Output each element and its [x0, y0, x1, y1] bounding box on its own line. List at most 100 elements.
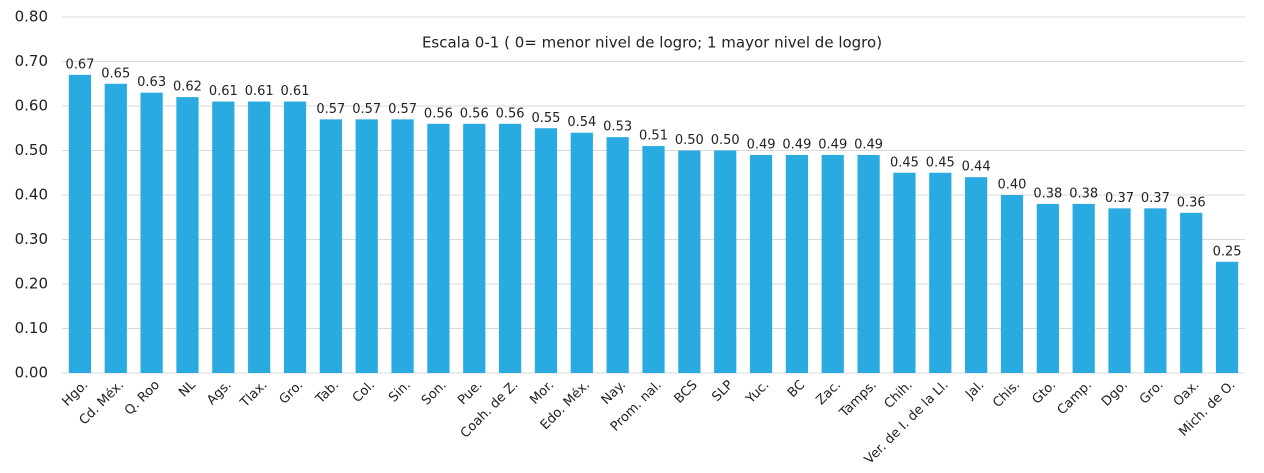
x-tick-label: Col.: [350, 378, 378, 406]
bar: [212, 101, 235, 374]
x-tick-label: NL: [176, 377, 199, 400]
y-tick-label: 0.10: [15, 319, 48, 337]
value-label: 0.61: [245, 84, 274, 99]
x-tick-label: Nay.: [599, 378, 629, 408]
bar: [1072, 203, 1095, 373]
y-tick-label: 0.50: [15, 141, 48, 159]
x-tick-label: Camp.: [1055, 378, 1095, 418]
y-tick-label: 0.00: [15, 364, 48, 382]
value-label: 0.25: [1213, 244, 1242, 259]
value-label: 0.56: [424, 106, 453, 121]
bar: [1036, 203, 1059, 373]
x-tick-label: Chis.: [990, 378, 1023, 411]
bar: [857, 154, 880, 373]
bar: [714, 150, 737, 373]
value-label: 0.54: [567, 115, 596, 130]
y-tick-label: 0.40: [15, 186, 48, 204]
value-label: 0.57: [352, 102, 381, 117]
x-tick-label: Jal.: [962, 378, 987, 403]
value-label: 0.61: [209, 84, 238, 99]
bar: [785, 154, 809, 373]
x-tick-label: Mor.: [527, 378, 557, 408]
x-tick-label: Tamps.: [836, 378, 880, 422]
y-tick-label: 0.20: [15, 275, 48, 293]
x-tick-label: Oax.: [1171, 378, 1203, 410]
bar: [427, 123, 450, 373]
x-tick-label: BCS: [672, 378, 701, 407]
bar: [68, 74, 92, 373]
bar: [1108, 208, 1131, 373]
value-label: 0.50: [675, 133, 704, 148]
bar: [893, 172, 916, 373]
bar: [1180, 212, 1203, 373]
bar: [570, 132, 593, 373]
bar: [642, 146, 665, 373]
bar: [104, 83, 127, 373]
x-tick-label: Gto.: [1029, 378, 1059, 408]
x-tick-label: Tlax.: [237, 378, 270, 411]
bar: [606, 137, 629, 373]
x-tick-label: SLP: [709, 378, 736, 405]
bar: [248, 101, 271, 374]
y-tick-label: 0.70: [15, 52, 48, 70]
y-tick-label: 0.30: [15, 230, 48, 248]
value-label: 0.37: [1105, 191, 1134, 206]
x-tick-label: Q. Roo: [122, 378, 163, 419]
value-label: 0.49: [818, 137, 847, 152]
value-label: 0.53: [603, 120, 632, 135]
y-tick-label: 0.80: [15, 8, 48, 26]
x-tick-label: Zac.: [814, 378, 845, 409]
x-tick-label: BC: [785, 378, 808, 401]
bar: [965, 177, 988, 373]
bar: [929, 172, 952, 373]
bar: [140, 92, 163, 374]
x-tick-label: Tab.: [312, 378, 342, 408]
value-label: 0.49: [782, 137, 811, 152]
y-tick-label: 0.60: [15, 97, 48, 115]
value-label: 0.62: [173, 80, 202, 95]
value-label: 0.57: [388, 102, 417, 117]
bar: [1215, 261, 1239, 373]
value-label: 0.44: [962, 160, 991, 175]
bar: [1144, 208, 1167, 373]
value-label: 0.67: [65, 57, 94, 72]
value-label: 0.36: [1177, 195, 1206, 210]
x-tick-label: Gro.: [277, 378, 307, 408]
x-tick-label: Hgo.: [59, 378, 91, 410]
value-label: 0.56: [460, 106, 489, 121]
x-tick-label: Dgo.: [1099, 378, 1131, 410]
x-tick-label: Pue.: [455, 378, 485, 408]
bar: [355, 119, 378, 373]
bar: [319, 119, 342, 373]
value-label: 0.45: [926, 155, 955, 170]
value-label: 0.63: [137, 75, 166, 90]
value-label: 0.55: [531, 111, 560, 126]
bar: [1000, 195, 1024, 373]
bar: [498, 123, 522, 373]
annotation: Escala 0-1 ( 0= menor nivel de logro; 1 …: [422, 34, 882, 52]
value-label: 0.37: [1141, 191, 1170, 206]
value-label: 0.49: [854, 137, 883, 152]
value-label: 0.38: [1069, 186, 1098, 201]
value-label: 0.57: [316, 102, 345, 117]
value-label: 0.56: [496, 106, 525, 121]
value-label: 0.45: [890, 155, 919, 170]
value-label: 0.49: [747, 137, 776, 152]
x-tick-label: Gro.: [1137, 378, 1167, 408]
value-label: 0.65: [101, 66, 130, 81]
bar: [749, 154, 773, 373]
x-tick-label: Ags.: [204, 378, 234, 408]
bar: [534, 128, 558, 373]
x-tick-label: Son.: [419, 378, 450, 409]
value-label: 0.38: [1033, 186, 1062, 201]
bar: [821, 154, 844, 373]
bar: [176, 97, 199, 373]
bar: [283, 101, 307, 374]
value-label: 0.61: [281, 84, 310, 99]
bar: [391, 119, 414, 373]
x-tick-label: Sin.: [386, 378, 414, 406]
value-label: 0.40: [998, 178, 1027, 193]
x-tick-label: Yuc.: [743, 378, 773, 408]
value-label: 0.51: [639, 129, 668, 144]
